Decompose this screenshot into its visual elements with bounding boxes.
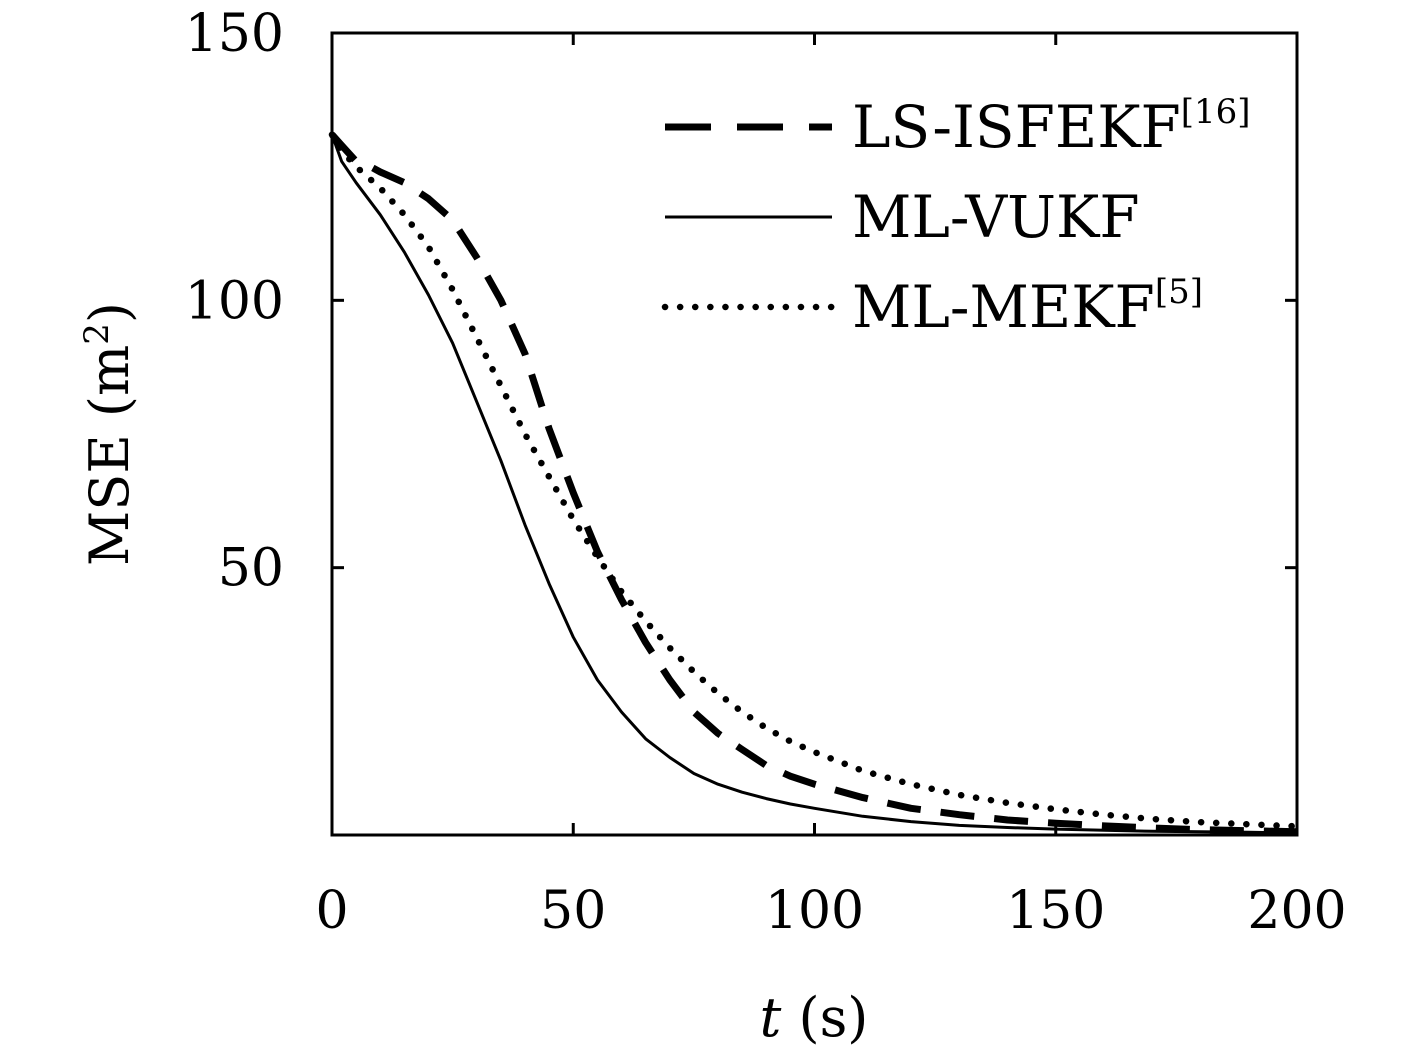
- axis-ticks: 0 50 100 150 200 50 100 150: [185, 4, 1347, 941]
- x-tick-label: 150: [1006, 881, 1105, 941]
- x-axis-title: t (s): [760, 986, 869, 1049]
- y-tick-label: 50: [218, 539, 284, 599]
- legend: LS-ISFEKF[16] ML-VUKF ML-MEKF[5]: [661, 92, 1251, 341]
- x-tick-label: 200: [1247, 881, 1346, 941]
- y-tick-label: 150: [185, 4, 284, 64]
- legend-label: ML-MEKF[5]: [852, 272, 1203, 341]
- y-axis-title-close: ): [78, 302, 141, 323]
- y-axis-title-sup: 2: [77, 323, 117, 345]
- y-axis-title: MSE (m2): [77, 302, 141, 566]
- legend-ref: [16]: [1181, 92, 1251, 132]
- y-axis-title-base: MSE (m: [78, 345, 141, 566]
- series-line-ml-mekf: [328, 131, 1301, 830]
- series-line-ml-vukf: [330, 134, 1298, 835]
- x-axis-unit: (s): [799, 986, 869, 1049]
- x-tick-label: 50: [540, 881, 606, 941]
- series-line-ls-isfekf: [329, 132, 1298, 836]
- series-layer: [328, 131, 1301, 836]
- x-tick-label: 100: [765, 881, 864, 941]
- x-tick-label: 0: [315, 881, 348, 941]
- y-tick-label: 100: [185, 271, 284, 331]
- legend-label: LS-ISFEKF[16]: [852, 92, 1251, 161]
- legend-ref: [5]: [1155, 272, 1203, 312]
- x-axis-var: t: [760, 986, 782, 1049]
- legend-label: ML-VUKF: [852, 183, 1140, 251]
